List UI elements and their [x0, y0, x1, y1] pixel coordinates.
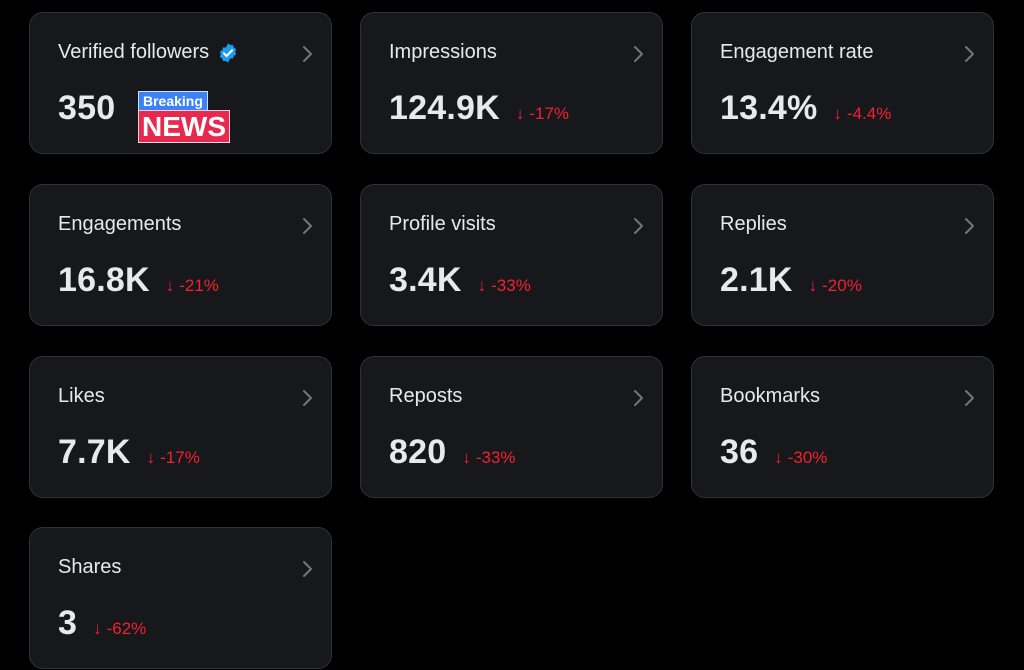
- metric-delta: ↓ -33%: [478, 276, 531, 296]
- metric-value: 350: [58, 89, 116, 127]
- arrow-down-icon: ↓: [462, 448, 471, 467]
- metric-row: 13.4% ↓ -4.4%: [720, 89, 891, 128]
- metric-delta: ↓ -21%: [166, 276, 219, 296]
- metric-value: 36: [720, 433, 759, 471]
- metric-row: 3.4K ↓ -33%: [389, 261, 531, 300]
- chevron-right-icon: [634, 218, 643, 234]
- metric-delta: ↓ -62%: [93, 619, 146, 639]
- arrow-down-icon: ↓: [833, 104, 842, 123]
- metric-value: 3: [58, 604, 78, 642]
- delta-value: -17%: [529, 104, 570, 123]
- card-engagement-rate[interactable]: Engagement rate 13.4% ↓ -4.4%: [691, 12, 994, 154]
- metric-row: 350: [58, 89, 115, 128]
- metric-delta: ↓ -33%: [462, 448, 515, 468]
- metric-row: 2.1K ↓ -20%: [720, 261, 862, 300]
- arrow-down-icon: ↓: [93, 619, 102, 638]
- chevron-right-icon: [965, 218, 974, 234]
- sticker-bottom-text: NEWS: [138, 110, 230, 143]
- metric-row: 7.7K ↓ -17%: [58, 433, 200, 472]
- delta-value: -20%: [822, 276, 862, 295]
- card-bookmarks[interactable]: Bookmarks 36 ↓ -30%: [691, 356, 994, 498]
- metric-value: 16.8K: [58, 261, 150, 299]
- metric-delta: ↓ -30%: [774, 448, 827, 468]
- card-likes[interactable]: Likes 7.7K ↓ -17%: [29, 356, 332, 498]
- card-replies[interactable]: Replies 2.1K ↓ -20%: [691, 184, 994, 326]
- card-title: Engagement rate: [720, 41, 874, 63]
- card-title: Replies: [720, 213, 787, 235]
- card-profile-visits[interactable]: Profile visits 3.4K ↓ -33%: [360, 184, 663, 326]
- delta-value: -33%: [491, 276, 531, 295]
- metric-value: 124.9K: [389, 89, 500, 127]
- card-reposts[interactable]: Reposts 820 ↓ -33%: [360, 356, 663, 498]
- metric-row: 820 ↓ -33%: [389, 433, 516, 472]
- arrow-down-icon: ↓: [146, 448, 156, 467]
- card-title: Reposts: [389, 385, 463, 407]
- metric-delta: ↓ -20%: [809, 276, 862, 296]
- chevron-right-icon: [303, 218, 312, 234]
- chevron-right-icon: [634, 390, 643, 406]
- card-title: Verified followers: [58, 41, 210, 63]
- delta-value: -17%: [160, 448, 200, 467]
- card-verified-followers[interactable]: Verified followers 350 Breaking NEWS: [29, 12, 332, 154]
- delta-value: -33%: [475, 448, 516, 467]
- metric-value: 2.1K: [720, 261, 793, 299]
- card-impressions[interactable]: Impressions 124.9K ↓ -17%: [360, 12, 663, 154]
- chevron-right-icon: [303, 390, 312, 406]
- metric-row: 16.8K ↓ -21%: [58, 261, 219, 300]
- metric-value: 13.4%: [720, 89, 818, 127]
- metric-value: 820: [389, 433, 447, 471]
- card-shares[interactable]: Shares 3 ↓ -62%: [29, 527, 332, 669]
- card-title: Likes: [58, 385, 105, 407]
- metric-value: 3.4K: [389, 261, 462, 299]
- arrow-down-icon: ↓: [774, 448, 783, 467]
- delta-value: -62%: [106, 619, 147, 638]
- metric-delta: ↓ -17%: [516, 104, 569, 124]
- arrow-down-icon: ↓: [808, 276, 818, 295]
- delta-value: -21%: [179, 276, 219, 295]
- card-title: Engagements: [58, 213, 182, 235]
- arrow-down-icon: ↓: [165, 276, 175, 295]
- chevron-right-icon: [303, 561, 312, 577]
- arrow-down-icon: ↓: [515, 104, 525, 123]
- delta-value: -30%: [787, 448, 828, 467]
- metric-row: 124.9K ↓ -17%: [389, 89, 569, 128]
- chevron-right-icon: [965, 390, 974, 406]
- chevron-right-icon: [965, 46, 974, 62]
- metric-row: 36 ↓ -30%: [720, 433, 827, 472]
- card-title-row: Verified followers: [58, 41, 239, 64]
- arrow-down-icon: ↓: [477, 276, 487, 295]
- metric-delta: ↓ -4.4%: [833, 104, 891, 124]
- metric-value: 7.7K: [58, 433, 131, 471]
- chevron-right-icon: [303, 46, 312, 62]
- breaking-news-sticker: Breaking NEWS: [138, 91, 242, 145]
- sticker-top-text: Breaking: [138, 91, 208, 111]
- card-title: Profile visits: [389, 213, 496, 235]
- metric-delta: ↓ -17%: [147, 448, 200, 468]
- delta-value: -4.4%: [846, 104, 892, 123]
- card-engagements[interactable]: Engagements 16.8K ↓ -21%: [29, 184, 332, 326]
- card-title: Shares: [58, 556, 122, 578]
- card-title: Impressions: [389, 41, 497, 63]
- chevron-right-icon: [634, 46, 643, 62]
- verified-badge-icon: [220, 42, 237, 63]
- metric-row: 3 ↓ -62%: [58, 604, 146, 643]
- card-title: Bookmarks: [720, 385, 821, 407]
